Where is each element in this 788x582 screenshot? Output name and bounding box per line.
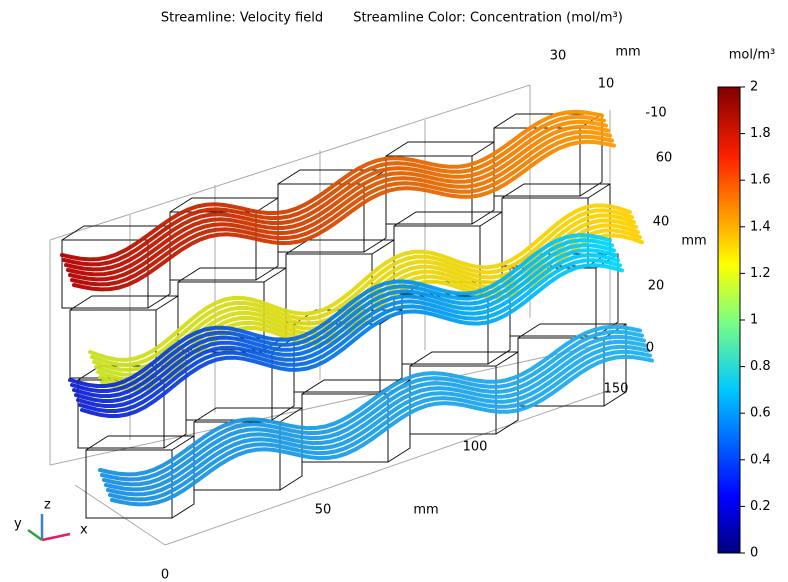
- x-tick-label: 0: [161, 568, 169, 582]
- colorbar-tick-label: 0: [750, 546, 758, 561]
- streamline: [92, 210, 632, 365]
- x-tick-label: 100: [463, 440, 488, 455]
- streamline: [112, 357, 652, 505]
- colorbar-tick-label: 1: [750, 313, 758, 328]
- colorbar-tick-label: 0.2: [750, 499, 771, 514]
- y-unit: mm: [615, 45, 640, 60]
- z-tick-label: 60: [656, 151, 673, 166]
- colorbar-tick-label: 1.6: [750, 173, 771, 188]
- title-left: Streamline: Velocity field: [161, 11, 323, 26]
- triad-x: x: [80, 523, 88, 538]
- y-tick-label: 30: [550, 49, 567, 64]
- y-tick-label: -10: [645, 106, 666, 121]
- title-right: Streamline Color: Concentration (mol/m³): [353, 11, 623, 26]
- x-tick-label: 150: [604, 382, 629, 397]
- y-tick-label: 10: [598, 77, 615, 92]
- colorbar-tick-label: 1.4: [750, 219, 771, 234]
- axis-triad: z x y: [14, 498, 88, 541]
- z-tick-label: 0: [646, 341, 654, 356]
- triad-z: z: [44, 498, 51, 513]
- x-tick-label: 50: [315, 503, 332, 518]
- colorbar-tick-label: 2: [750, 80, 758, 95]
- colorbar: [718, 87, 740, 553]
- screen: Streamline: Velocity field Streamline Co…: [0, 0, 788, 582]
- z-tick-label: 40: [653, 215, 670, 230]
- scene: [50, 85, 652, 545]
- triad-y: y: [14, 517, 22, 532]
- z-unit: mm: [681, 234, 706, 249]
- colorbar-tick-label: 1.2: [750, 266, 771, 281]
- colorbar-tick-label: 0.8: [750, 359, 771, 374]
- colorbar-tick-label: 1.8: [750, 126, 771, 141]
- colorbar-unit: mol/m³: [729, 48, 775, 63]
- colorbar-tick-label: 0.6: [750, 406, 771, 421]
- x-unit: mm: [413, 503, 438, 518]
- z-tick-label: 20: [648, 279, 665, 294]
- streamline: [64, 117, 604, 265]
- colorbar-tick-label: 0.4: [750, 452, 771, 467]
